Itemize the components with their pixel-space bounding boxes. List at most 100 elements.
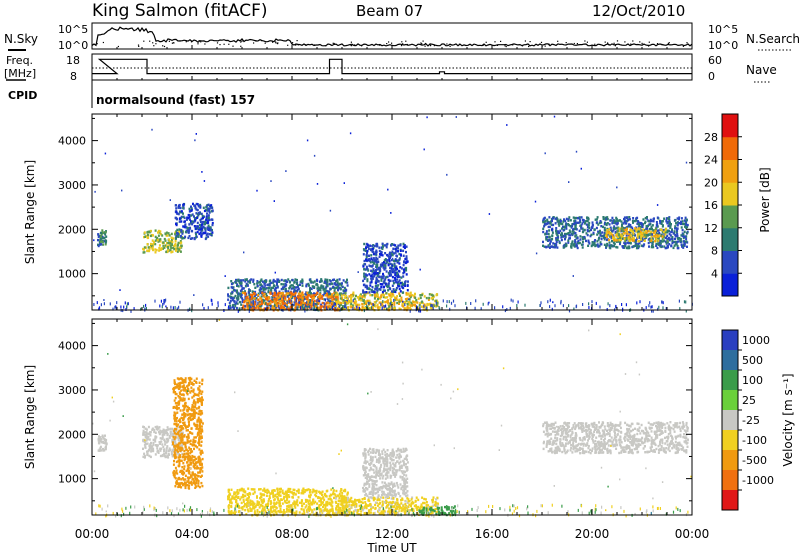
power-echo-cell: [387, 289, 390, 292]
power-echo-cell: [549, 305, 551, 309]
power-echo-cell: [559, 218, 562, 222]
power-echo-cell: [394, 277, 396, 280]
power-echo-cell: [165, 298, 167, 302]
velocity-echo-cell: [200, 444, 203, 447]
power-echo-cell: [133, 307, 135, 311]
velocity-echo-cell: [175, 479, 178, 483]
power-echo-cell: [304, 302, 307, 305]
power-echo-cell: [196, 221, 199, 225]
velocity-echo-cell: [175, 385, 178, 389]
power-echo-cell: [658, 232, 661, 235]
power-echo-cell: [198, 226, 201, 230]
velocity-echo-cell: [199, 426, 201, 429]
power-echo-cell: [613, 236, 616, 240]
power-echo-cell: [542, 219, 545, 222]
power-echo-cell: [191, 237, 194, 240]
power-echo-cell: [455, 116, 457, 118]
velocity-echo-cell: [201, 451, 204, 454]
power-echo-cell: [607, 238, 610, 242]
power-echo-cell: [421, 300, 424, 303]
velocity-echo-cell: [195, 457, 197, 461]
velocity-echo-cell: [288, 495, 291, 499]
power-echo-cell: [654, 229, 657, 233]
power-echo-cell: [388, 258, 391, 261]
power-echo-cell: [605, 217, 608, 221]
power-echo-cell: [275, 290, 277, 293]
power-echo-cell: [387, 303, 390, 306]
velocity-echo-cell: [173, 437, 176, 441]
power-echo-cell: [578, 241, 581, 245]
power-echo-cell: [365, 291, 368, 294]
velocity-echo-cell: [179, 409, 182, 412]
power-echo-cell: [316, 289, 319, 293]
power-echo-cell: [401, 303, 404, 306]
power-echo-cell: [554, 246, 556, 249]
power-echo-cell: [203, 180, 206, 182]
power-echo-cell: [375, 272, 378, 276]
power-echo-cell: [539, 304, 541, 307]
power-echo-cell: [103, 240, 106, 243]
power-echo-cell: [389, 297, 392, 300]
power-echo-cell: [211, 206, 214, 210]
power-echo-cell: [154, 242, 157, 246]
velocity-echo-cell: [186, 409, 189, 413]
power-echo-cell: [338, 292, 341, 295]
power-echo-cell: [545, 238, 548, 241]
velocity-echo-cell: [201, 390, 204, 393]
velocity-echo-cell: [187, 436, 190, 439]
velocity-echo-cell: [184, 484, 187, 487]
power-echo-cell: [309, 289, 311, 292]
power-echo-cell: [560, 236, 563, 239]
velocity-echo-cell: [338, 506, 341, 509]
velocity-echo-cell: [177, 400, 180, 403]
power-echo-cell: [207, 216, 210, 219]
power-echo-cell: [328, 305, 331, 308]
power-echo-cell: [382, 272, 384, 276]
power-echo-cell: [435, 301, 437, 305]
velocity-echo-cell: [154, 453, 157, 456]
power-echo-cell: [597, 230, 600, 233]
power-echo-cell: [542, 217, 545, 220]
power-echo-cell: [272, 294, 275, 297]
power-echo-cell: [377, 268, 380, 271]
power-echo-cell: [242, 304, 245, 307]
power-echo-cell: [379, 252, 381, 256]
power-echo-cell: [273, 293, 276, 297]
power-echo-cell: [251, 306, 254, 310]
velocity-echo-cell: [183, 416, 186, 419]
velocity-echo-cell: [175, 420, 178, 423]
power-echo-cell: [257, 294, 259, 297]
power-echo-cell: [244, 280, 247, 283]
power-echo-cell: [248, 309, 250, 313]
velocity-echo-cell: [191, 471, 194, 475]
velocity-echo-cell: [183, 397, 186, 401]
power-echo-cell: [190, 229, 193, 233]
power-echo-cell: [171, 240, 174, 244]
velocity-echo-cell: [144, 440, 147, 443]
power-echo-cell: [157, 231, 159, 234]
nsearch-point: [102, 41, 104, 44]
power-echo-cell: [159, 230, 162, 233]
power-echo-cell: [203, 215, 206, 218]
power-echo-cell: [647, 238, 650, 241]
velocity-echo-cell: [177, 452, 180, 456]
power-echo-cell: [552, 223, 555, 227]
velocity-echo-cell: [175, 428, 178, 431]
power-echo-cell: [398, 252, 401, 256]
power-echo-cell: [602, 234, 605, 237]
power-echo-cell: [634, 244, 637, 247]
power-echo-cell: [260, 284, 263, 288]
velocity-echo-cell: [192, 462, 195, 465]
power-echo-cell: [387, 188, 389, 191]
velocity-echo-cell: [142, 455, 145, 458]
velocity-echo-cell: [197, 416, 200, 419]
velocity-echo-cell: [159, 447, 162, 450]
velocity-echo-cell: [190, 415, 193, 418]
power-echo-cell: [167, 241, 170, 245]
power-echo-cell: [240, 293, 243, 296]
power-echo-cell: [325, 302, 328, 305]
power-echo-cell: [375, 288, 378, 291]
power-echo-cell: [399, 253, 402, 256]
velocity-echo-cell: [193, 409, 196, 413]
velocity-echo-cell: [175, 429, 178, 433]
